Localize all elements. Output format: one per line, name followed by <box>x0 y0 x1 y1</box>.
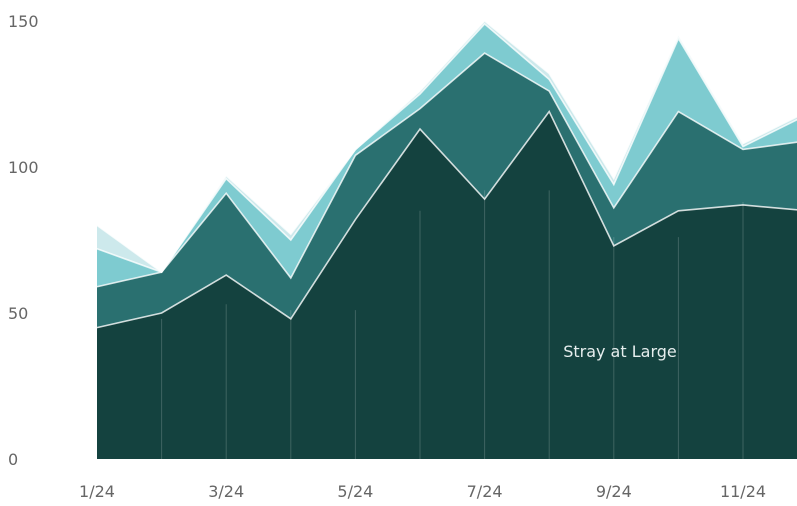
area-borders <box>96 19 797 329</box>
x-tick-label: 7/24 <box>467 482 503 501</box>
x-tick-label: 1/24 <box>79 482 115 501</box>
y-tick-label: 100 <box>8 158 39 177</box>
x-tick-label: 11/24 <box>720 482 766 501</box>
area-border-1 <box>96 109 797 329</box>
y-tick-label: 50 <box>8 304 28 323</box>
y-axis: 0 50 100 150 <box>8 12 39 469</box>
area-border-4 <box>96 19 797 274</box>
area-border-3 <box>96 22 797 274</box>
x-tick-label: 3/24 <box>208 482 244 501</box>
y-tick-label: 150 <box>8 12 39 31</box>
area-border-2 <box>96 52 797 288</box>
reference-lines <box>161 190 744 459</box>
area-layers <box>97 21 797 459</box>
annotation-label: Stray at Large <box>563 342 677 361</box>
x-tick-label: 9/24 <box>596 482 632 501</box>
x-axis: 1/24 3/24 5/24 7/24 9/24 11/24 <box>79 482 766 501</box>
x-tick-label: 5/24 <box>337 482 373 501</box>
area-series-1 <box>97 111 797 459</box>
y-tick-label: 0 <box>8 450 18 469</box>
